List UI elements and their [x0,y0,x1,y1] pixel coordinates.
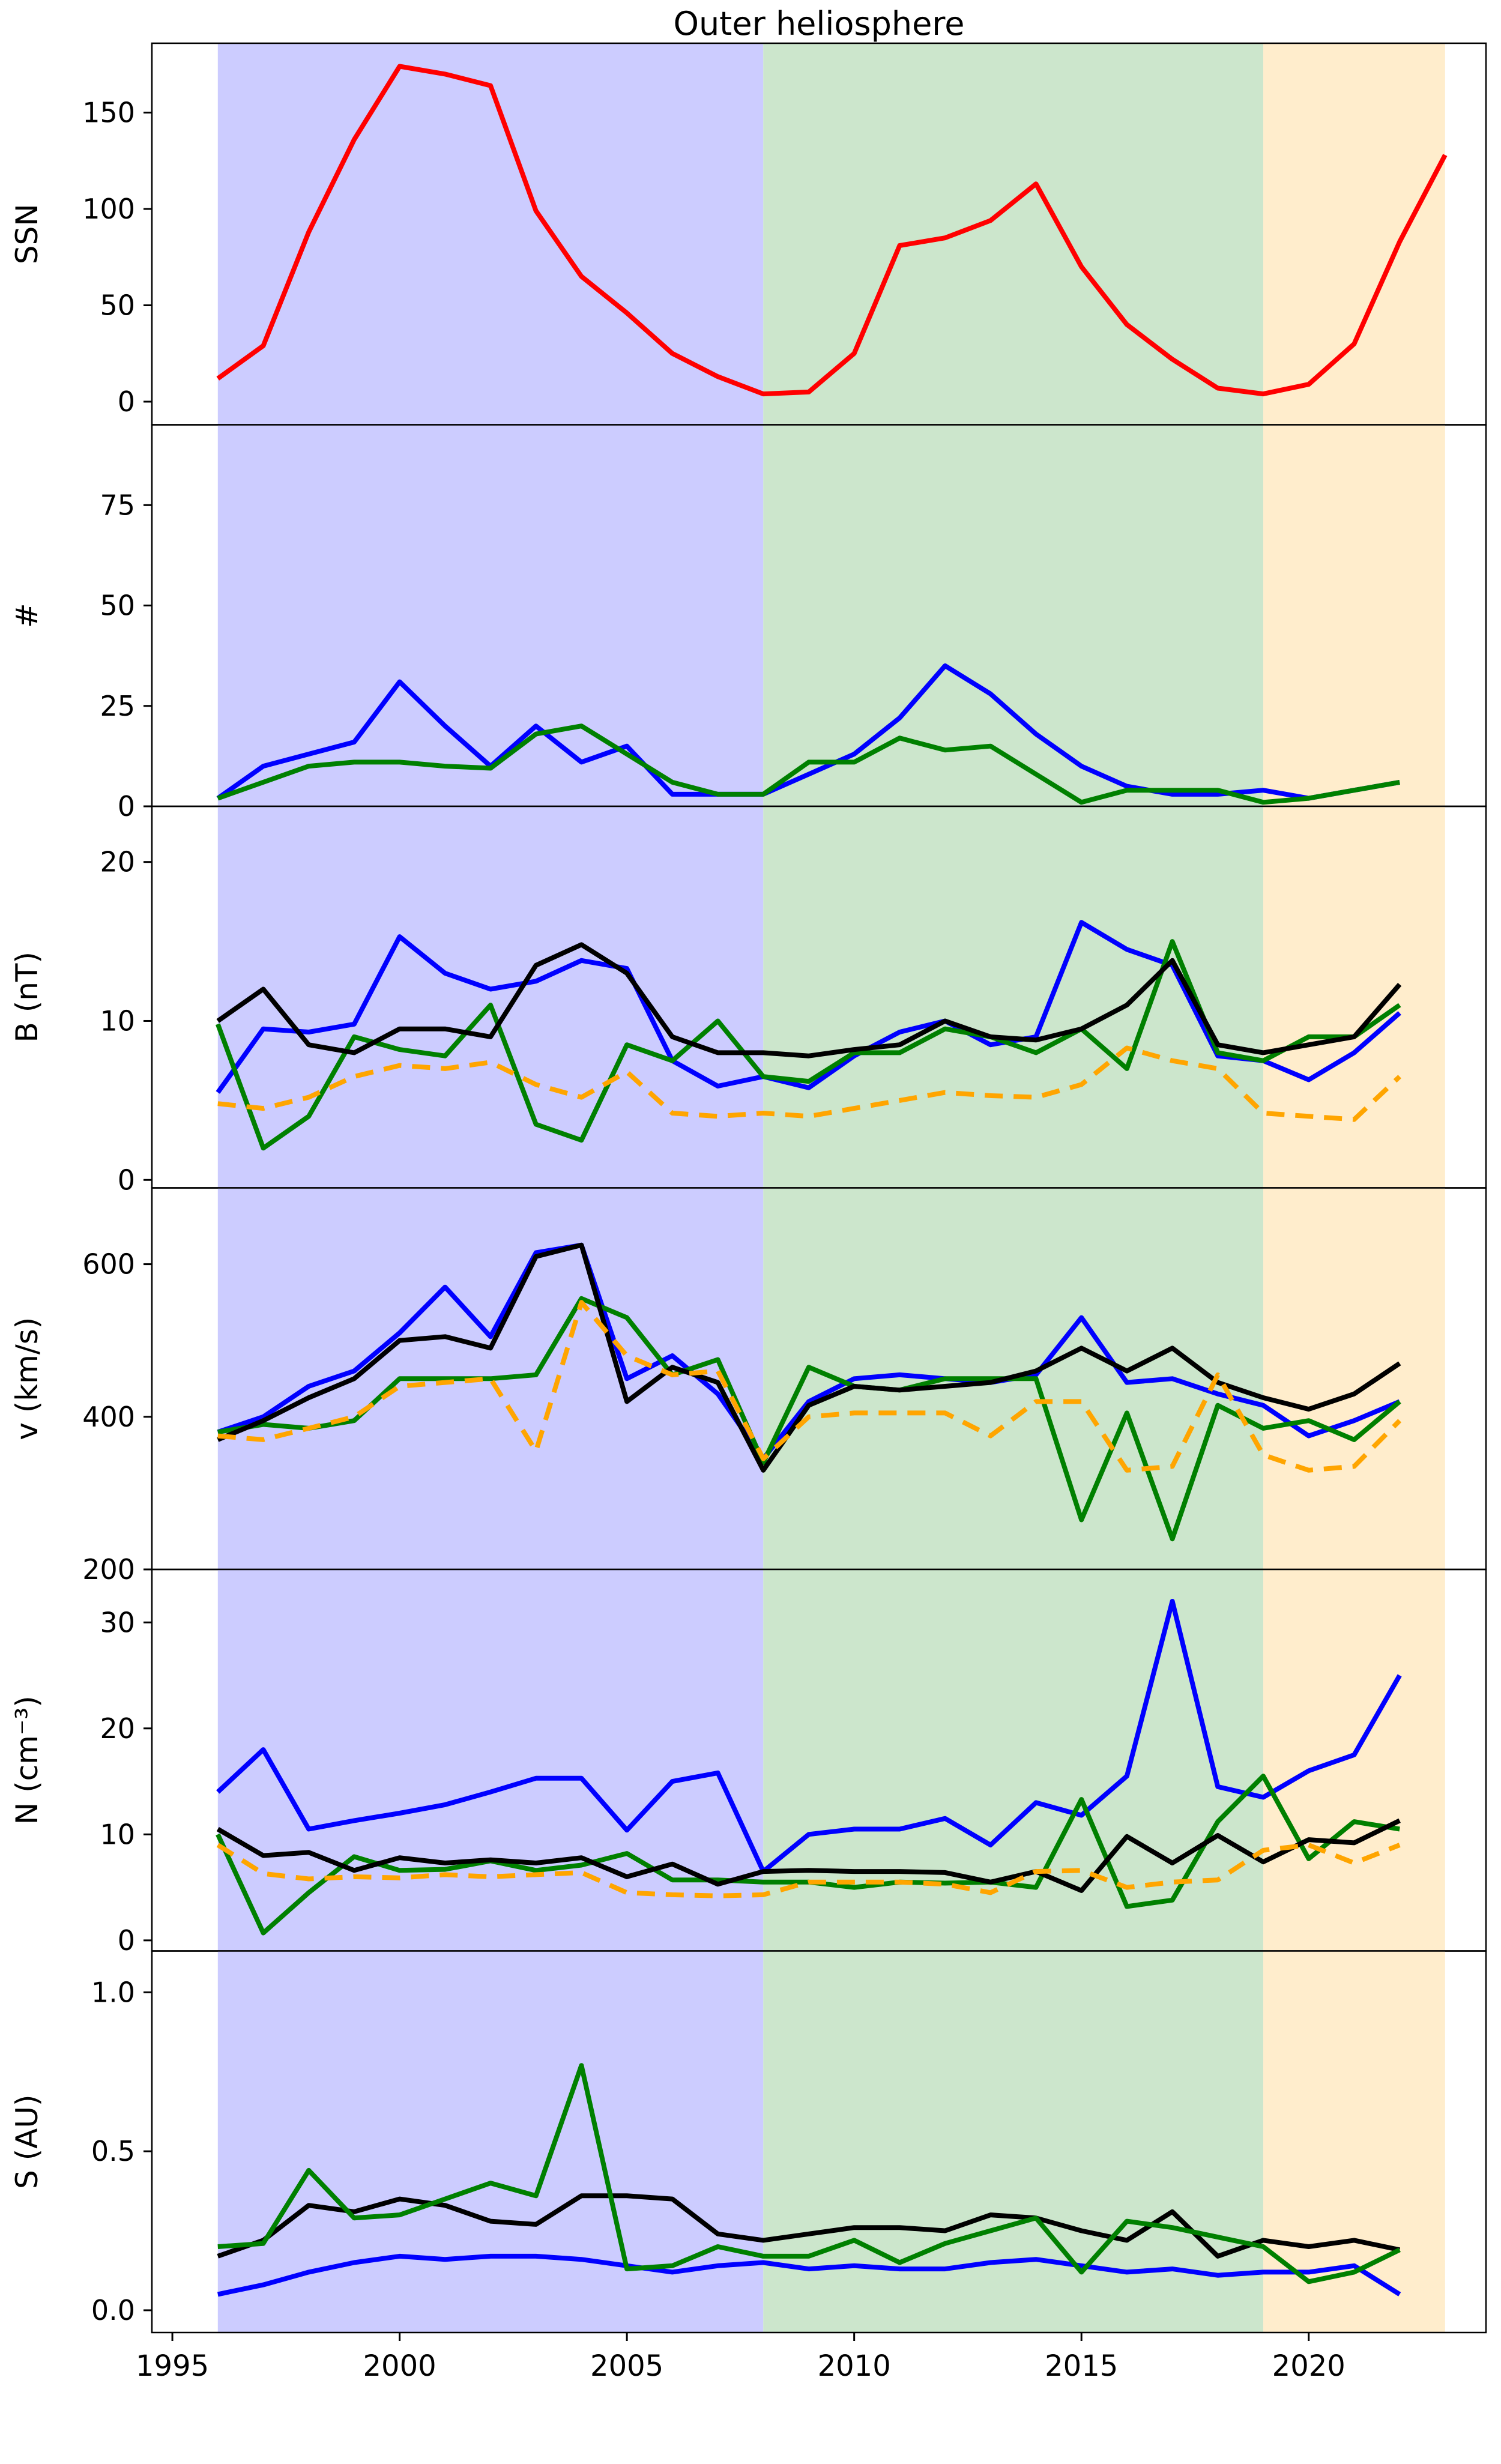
y-tick-label: 400 [82,1401,135,1433]
B-black-line [216,942,1402,1058]
x-tick-label: 2010 [818,2349,891,2383]
y-axis-label: N (cm⁻³) [10,1696,44,1825]
shaded-band-2019-2023 [1263,1569,1445,1951]
N-orange-dashed-line [216,1843,1401,1898]
shaded-band-2019-2023 [1263,424,1445,806]
shaded-band-2008-2019 [763,1951,1264,2333]
y-tick-label: 50 [100,590,135,622]
y-tick-label: 20 [100,846,135,878]
N-blue-line [216,1599,1402,1874]
v-black-line [217,1242,1401,1473]
y-tick-label: 0 [118,385,135,418]
B-blue-line [216,920,1401,1094]
y-tick-label: 600 [82,1248,135,1281]
v-blue-line [217,1242,1401,1461]
y-axis-label: # [10,603,44,628]
v-orange-dashed-line [217,1300,1402,1473]
y-tick-label: 10 [100,1818,135,1850]
y-axis-label: B (nT) [10,952,44,1042]
S-black-line [217,2193,1401,2259]
y-axis-label: SSN [10,204,44,264]
y-tick-label: 75 [100,489,135,521]
shaded-band-1996-2008 [217,1951,764,2333]
y-tick-label: 0.5 [91,2135,135,2167]
shaded-band-2008-2019 [763,1569,1264,1951]
B-orange-dashed-line [217,1045,1401,1122]
y-tick-label: 30 [100,1606,135,1638]
x-tick-label: 2005 [590,2349,663,2383]
panel-ncm: 0 10 20 30 N (cm⁻³) [10,1568,1487,1957]
y-axis-label: S (AU) [10,2095,44,2189]
y-tick-label: 0 [118,1924,135,1957]
shaded-band-2008-2019 [763,424,1264,806]
shaded-band-2019-2023 [1263,806,1445,1188]
x-tick-label: 2020 [1272,2349,1345,2383]
x-tick-label: 1995 [136,2349,209,2383]
panel-spine [151,1950,1487,2334]
y-tick-label: 1.0 [91,1976,135,2008]
chart-title: Outer heliosphere [673,5,965,43]
y-tick-label: 200 [82,1553,135,1586]
shaded-band-1996-2008 [217,1569,764,1951]
y-tick-label: 150 [82,97,135,129]
shaded-band-2019-2023 [1263,1951,1445,2333]
y-tick-label: 0 [118,790,135,823]
y-tick-label: 100 [82,193,135,225]
y-axis-label: v (km/s) [10,1317,44,1440]
sunspot-number-line [216,64,1448,397]
y-tick-label: 50 [100,289,135,322]
count-green-line [217,723,1400,805]
panel-sau: 0.0 0.5 1.0 S (AU) [10,1950,1487,2334]
shaded-band-1996-2008 [217,806,764,1188]
shaded-band-2019-2023 [1263,43,1445,425]
S-blue-line [217,2253,1401,2297]
count-blue-line [216,663,1400,801]
v-green-line [217,1296,1401,1542]
y-tick-label: 25 [100,690,135,722]
S-green-line [217,2063,1401,2284]
panel-bnt: 0 10 20 B (nT) [10,805,1487,1196]
shaded-band-2008-2019 [763,806,1264,1188]
panel-ssn: 0 50 100 150 SSN [10,42,1487,426]
x-tick-label: 2015 [1045,2349,1118,2383]
y-tick-label: 10 [100,1004,135,1037]
y-tick-label: 0 [118,1164,135,1196]
shaded-band-2019-2023 [1263,1188,1445,1569]
panel-vkms: 200 400 600 v (km/s) [10,1187,1487,1586]
shaded-band-1996-2008 [217,43,764,425]
shaded-band-1996-2008 [217,424,764,806]
y-tick-label: 0.0 [91,2294,135,2327]
y-tick-label: 20 [100,1712,135,1745]
N-black-line [216,1818,1401,1893]
x-tick-label: 2000 [363,2349,436,2383]
panel-#: 0 25 50 75 # [10,424,1487,823]
